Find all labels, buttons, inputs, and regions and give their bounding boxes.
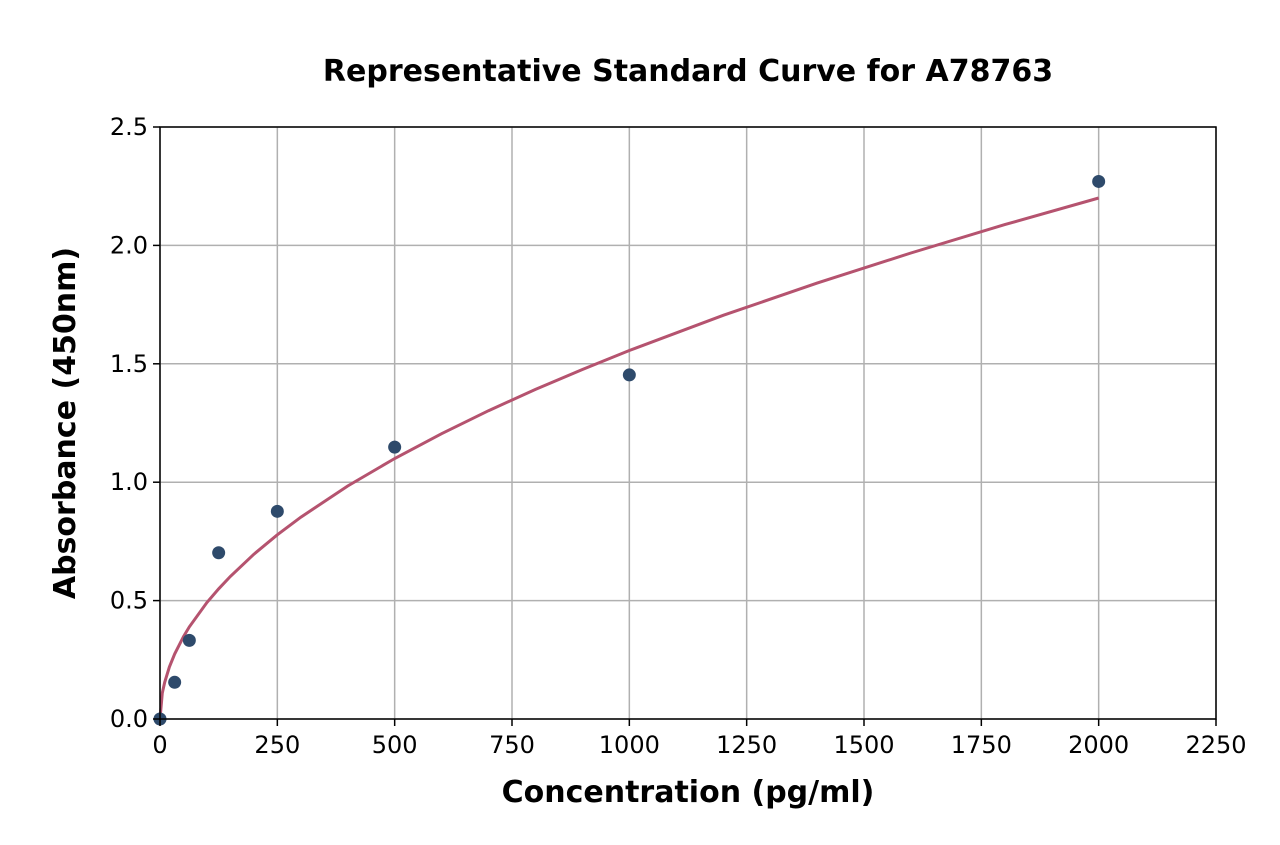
y-tick-label: 1.0 xyxy=(110,468,148,496)
data-point xyxy=(1092,174,1106,188)
x-tick-label: 500 xyxy=(372,731,418,759)
y-tick-label: 2.0 xyxy=(110,231,148,259)
grid-lines xyxy=(159,126,1217,720)
x-tick-label: 1500 xyxy=(833,731,894,759)
x-tick-label: 2250 xyxy=(1185,731,1246,759)
y-tick-label: 2.5 xyxy=(110,113,148,141)
axis-ticks: 0 250 500 750 1000 1250 1500 1750 2000 2250 0.0 0.5… xyxy=(110,113,1247,759)
chart-title: Representative Standard Curve for A78763 xyxy=(323,54,1053,89)
fitted-curve-layer xyxy=(158,196,1100,720)
x-tick-label: 1750 xyxy=(951,731,1012,759)
data-point xyxy=(622,368,636,382)
x-axis-label: Concentration (pg/ml) xyxy=(502,775,875,810)
fitted-curve-line xyxy=(158,196,1100,720)
data-point xyxy=(182,633,196,647)
data-points-layer xyxy=(153,174,1106,726)
x-tick-label: 1250 xyxy=(716,731,777,759)
data-point xyxy=(388,440,402,454)
x-tick-label: 250 xyxy=(254,731,300,759)
data-point xyxy=(270,504,284,518)
y-axis-label: Absorbance (450nm) xyxy=(48,247,83,599)
y-tick-label: 1.5 xyxy=(110,350,148,378)
data-point xyxy=(212,546,226,560)
y-tick-label: 0.0 xyxy=(110,705,148,733)
x-tick-label: 750 xyxy=(489,731,535,759)
x-tick-label: 0 xyxy=(152,731,167,759)
x-tick-label: 1000 xyxy=(599,731,660,759)
x-tick-label: 2000 xyxy=(1068,731,1129,759)
data-point xyxy=(168,675,182,689)
plot-area-frame xyxy=(159,126,1217,720)
y-tick-label: 0.5 xyxy=(110,587,148,615)
